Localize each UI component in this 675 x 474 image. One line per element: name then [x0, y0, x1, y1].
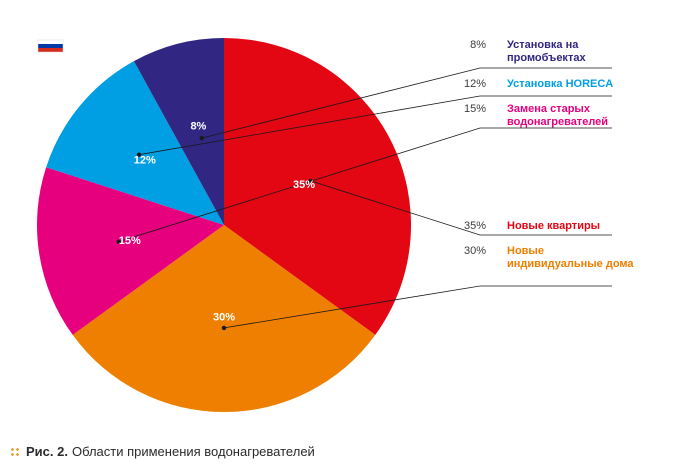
legend-label-5: Установка на промобъектах	[507, 39, 586, 64]
legend-value-2: 30%	[464, 245, 486, 257]
slice-value-label-3: 15%	[119, 235, 141, 247]
leader-line-3	[118, 127, 612, 243]
slice-value-label-5: 8%	[190, 120, 206, 132]
pie-slice-1	[224, 38, 412, 335]
flag-stripe-1	[38, 40, 63, 44]
leader-line-2	[223, 285, 612, 329]
legend-label-2: Новые индивидуальные дома	[507, 245, 634, 270]
slice-value-labels: 35% 30% 15% 12% 8%	[119, 120, 315, 323]
legend-label-line: промобъектах	[507, 52, 586, 64]
legend-label-1: Новые квартиры	[507, 220, 600, 232]
legend-label-line: Замена старых	[507, 103, 591, 115]
pie-slice-4	[46, 61, 225, 225]
leader-dot-2	[221, 325, 227, 331]
pie-slice-3	[36, 167, 225, 335]
leader-dot-3	[116, 239, 121, 244]
legend-label-line: Установка HORECA	[507, 78, 613, 90]
legend-label-line: водонагревателей	[507, 116, 608, 128]
legend-value-4: 12%	[464, 78, 486, 90]
legend-value-3: 15%	[464, 103, 486, 115]
legend-label-3: Замена старых водонагревателей	[507, 103, 608, 128]
russia-flag-icon	[37, 39, 64, 53]
leader-line-5	[201, 67, 612, 139]
legend-label-line: индивидуальные дома	[507, 258, 634, 270]
flag-border	[37, 39, 64, 53]
leader-line-1	[310, 180, 612, 236]
legend-value-5: 8%	[470, 39, 486, 51]
leader-dot-4	[136, 152, 142, 157]
legend-label-line: Новые	[507, 245, 544, 257]
leader-line-4	[138, 95, 612, 156]
caption-figure-number: Рис. 2.	[26, 444, 68, 459]
flag-stripe-3	[38, 48, 63, 52]
legend: 35% Новые квартиры 30% Новые индивидуальные …	[464, 39, 634, 270]
pie-slice-5	[133, 38, 224, 225]
legend-value-1: 35%	[464, 220, 486, 232]
figure-caption: Рис. 2. Области применения водонагревател…	[10, 444, 315, 459]
leader-lines	[116, 67, 612, 331]
slice-value-label-2: 30%	[213, 312, 235, 324]
flag-stripe-2	[38, 44, 63, 48]
slice-value-label-1: 35%	[293, 179, 315, 191]
pie-slice-2	[72, 225, 376, 413]
legend-label-line: Установка на	[507, 39, 579, 51]
caption-dots-icon	[10, 447, 20, 457]
leader-dot-5	[199, 135, 204, 141]
slice-value-label-4: 12%	[134, 154, 156, 166]
caption-text: Области применения водонагревателей	[71, 444, 315, 459]
legend-label-4: Установка HORECA	[507, 78, 613, 90]
pie-slices	[36, 38, 412, 413]
legend-label-line: Новые квартиры	[507, 220, 600, 232]
